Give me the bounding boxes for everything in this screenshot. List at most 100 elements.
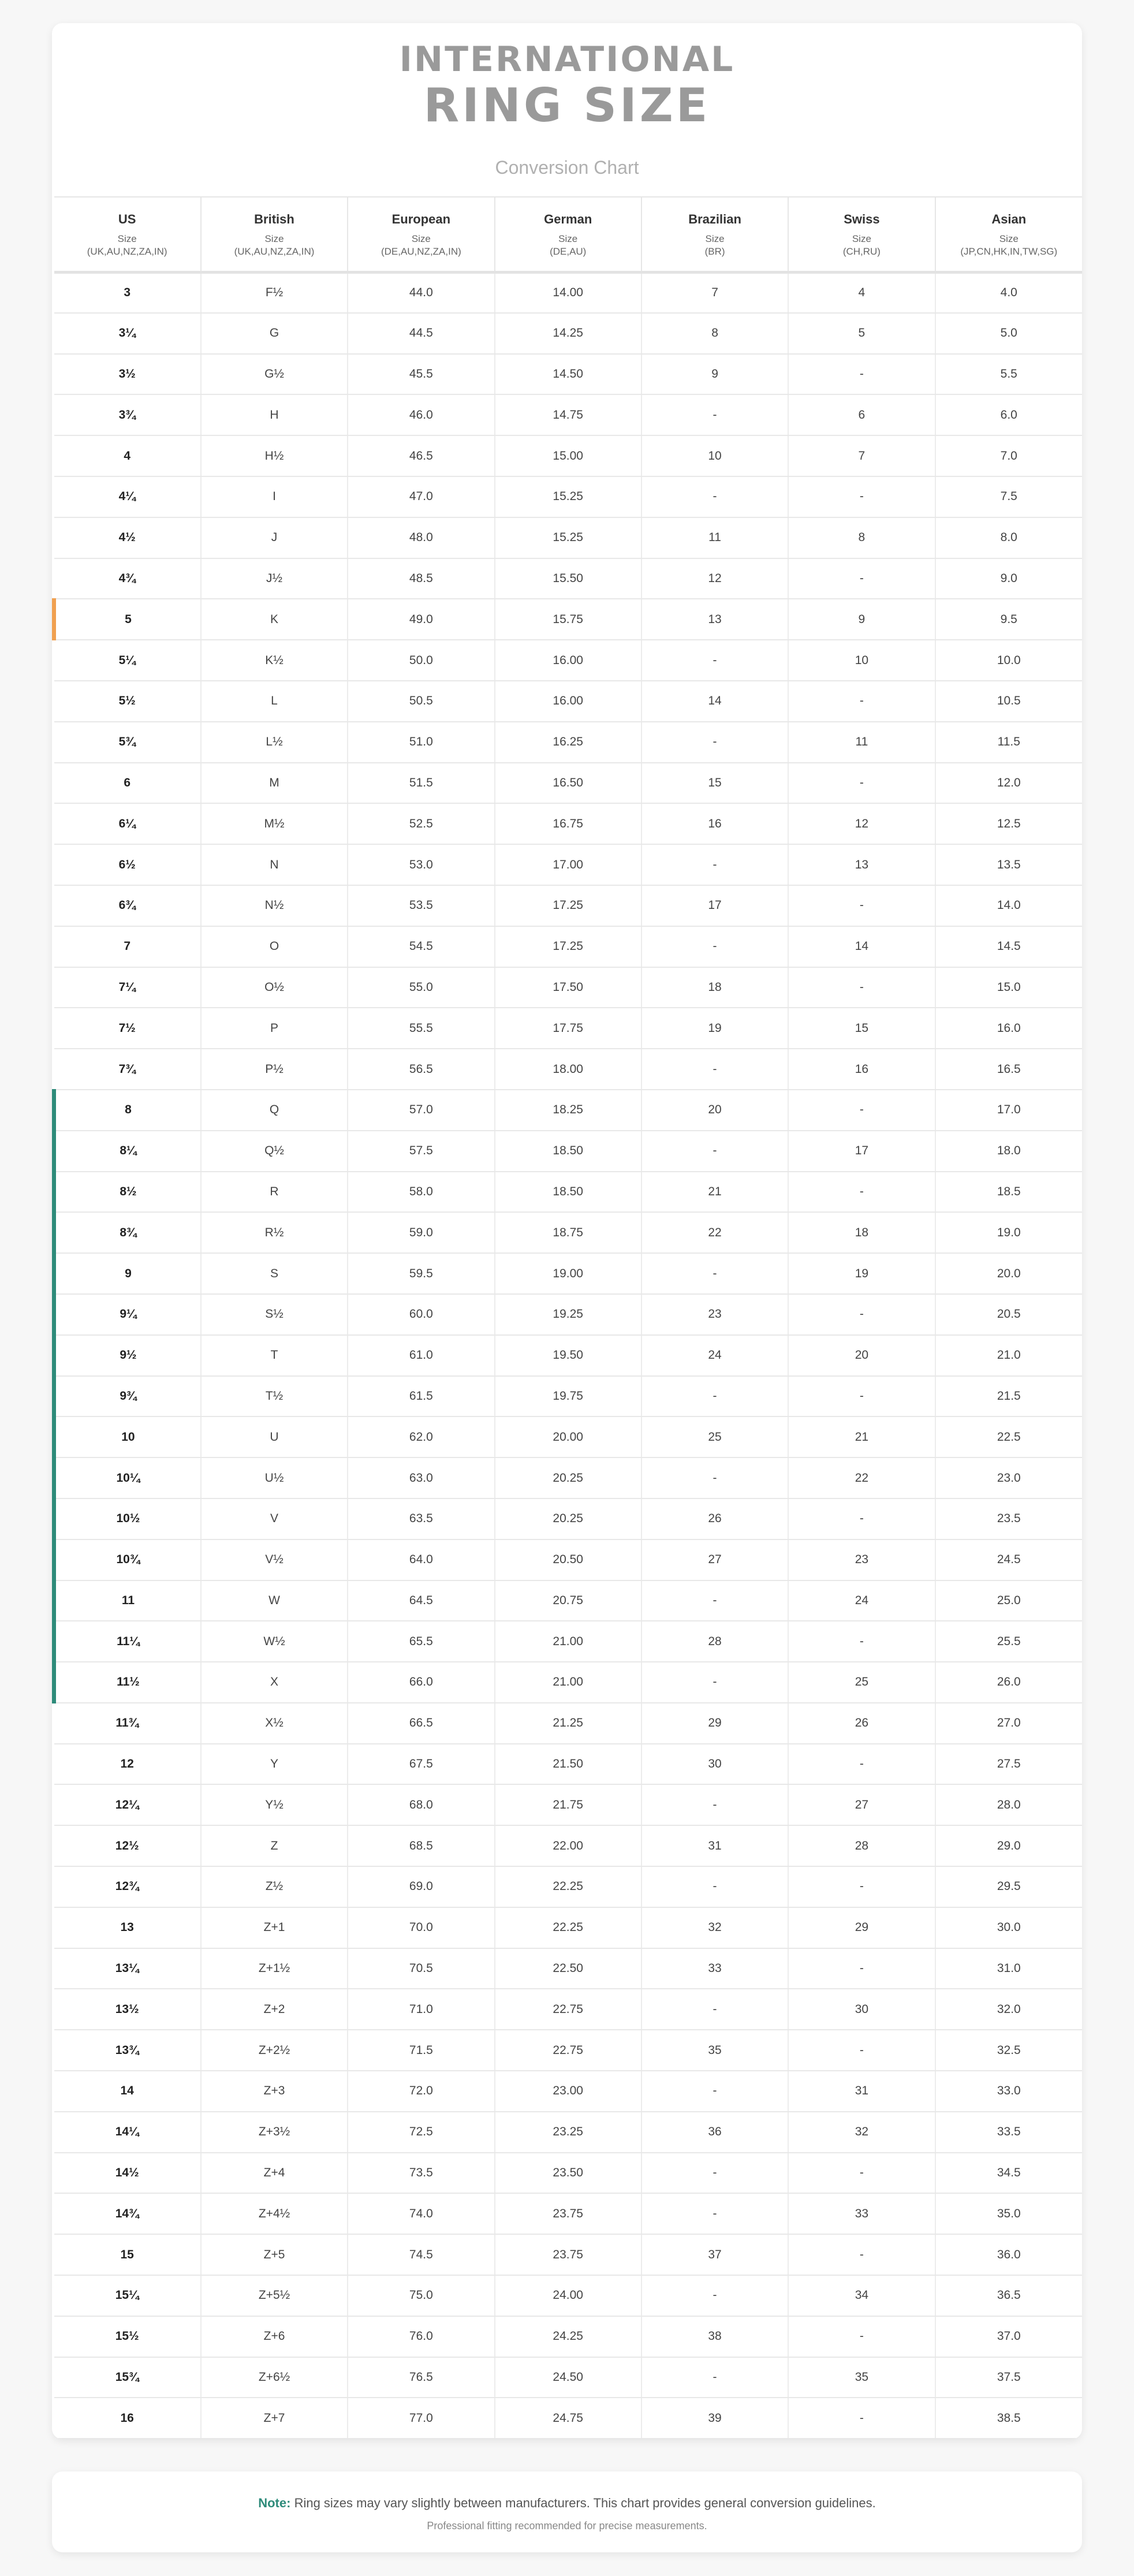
cell-brazilian: 31: [641, 1825, 789, 1867]
table-row: 11 W 64.5 20.75-24 25.0: [52, 1580, 1082, 1622]
cell-asian: 28.0: [935, 1784, 1082, 1826]
cell-british: G½: [200, 353, 349, 396]
cell-german: 16.00: [494, 640, 642, 681]
cell-us: 13½: [54, 1989, 202, 2031]
cell-british: J: [200, 517, 349, 559]
cell-brazilian: 35: [641, 2030, 789, 2072]
cell-german: 15.75: [494, 599, 642, 641]
cell-swiss: -: [788, 1948, 936, 1990]
cell-us: 12: [54, 1743, 202, 1785]
cell-brazilian: 14: [641, 680, 789, 722]
cell-european: 67.5: [348, 1743, 495, 1785]
table-row: 11¾ X½ 66.5 21.25 29 26 27.0: [54, 1702, 1082, 1744]
note-body: Ring sizes may vary slightly between man…: [290, 2496, 876, 2510]
cell-german: 21.50: [494, 1743, 642, 1785]
conversion-chart-card: INTERNATIONAL RING SIZE Conversion Chart…: [52, 23, 1082, 2440]
cell-british: Y: [200, 1743, 349, 1785]
cell-swiss: 12: [788, 803, 936, 845]
cell-us: 15¾: [54, 2357, 202, 2399]
cell-swiss: -: [788, 1293, 936, 1336]
cell-brazilian: 21: [641, 1171, 789, 1213]
cell-asian: 5.0: [935, 312, 1082, 355]
cell-british: Z+2½: [200, 2030, 349, 2072]
cell-swiss: 25: [788, 1662, 936, 1703]
table-row: 3¼ G 44.5 14.25 8 5 5.0: [54, 312, 1082, 355]
cell-german: 20.25: [494, 1498, 642, 1540]
cell-british: L: [200, 680, 349, 722]
table-row: 9½ T 61.0 19.50 24 20 21.0: [52, 1334, 1082, 1377]
cell-us: 10: [52, 1416, 202, 1459]
cell-swiss: 9: [788, 599, 936, 641]
cell-european: 64.5: [348, 1580, 495, 1622]
cell-british: Z+2: [200, 1989, 349, 2031]
cell-british: Z: [200, 1825, 349, 1867]
column-name: Brazilian: [688, 212, 741, 227]
cell-british: X: [200, 1662, 349, 1703]
table-row: 10 U 62.0 20.00 25 21 22.5: [52, 1416, 1082, 1459]
cell-brazilian: -: [641, 1253, 789, 1295]
cell-european: 48.0: [348, 517, 495, 559]
cell-german: 22.50: [494, 1948, 642, 1990]
cell-british: M½: [200, 803, 349, 845]
cell-british: V½: [200, 1539, 349, 1581]
chart-header: INTERNATIONAL RING SIZE Conversion Chart: [52, 23, 1082, 196]
cell-european: 72.5: [348, 2111, 495, 2153]
table-row: 12 Y 67.5 21.50 30-27.5: [54, 1743, 1082, 1785]
cell-german: 16.00: [494, 680, 642, 722]
cell-british: J½: [200, 558, 349, 600]
cell-asian: 31.0: [935, 1948, 1082, 1990]
cell-european: 68.0: [348, 1784, 495, 1826]
cell-german: 18.75: [494, 1212, 642, 1254]
column-regions: (UK,AU,NZ,ZA,IN): [234, 246, 315, 258]
cell-european: 76.5: [348, 2357, 495, 2399]
cell-european: 71.0: [348, 1989, 495, 2031]
cell-british: Z+5½: [200, 2275, 349, 2317]
cell-european: 63.0: [348, 1457, 495, 1499]
cell-german: 23.00: [494, 2071, 642, 2112]
cell-asian: 12.0: [935, 762, 1082, 804]
cell-german: 23.25: [494, 2111, 642, 2153]
column-header-european: European Size (DE,AU,NZ,ZA,IN): [348, 196, 495, 274]
cell-british: O½: [200, 967, 349, 1009]
cell-us: 6½: [54, 844, 202, 886]
cell-brazilian: -: [641, 1580, 789, 1622]
cell-european: 58.0: [348, 1171, 495, 1213]
cell-brazilian: -: [641, 926, 789, 968]
cell-german: 17.00: [494, 844, 642, 886]
cell-european: 54.5: [348, 926, 495, 968]
cell-us: 10¾: [52, 1539, 202, 1581]
table-row: 8 Q 57.0 18.25 20-17.0: [52, 1089, 1082, 1131]
table-row: 10½ V 63.5 20.25 26-23.5: [52, 1498, 1082, 1540]
cell-us: 10½: [52, 1498, 202, 1540]
cell-swiss: 23: [788, 1539, 936, 1581]
cell-british: S: [200, 1253, 349, 1295]
table-row: 5¼ K½ 50.0 16.00-10 10.0: [54, 640, 1082, 681]
note-card: Note: Ring sizes may vary slightly betwe…: [52, 2471, 1082, 2552]
cell-british: U½: [200, 1457, 349, 1499]
cell-european: 63.5: [348, 1498, 495, 1540]
table-row: 14¼ Z+3½ 72.5 23.25 36 32 33.5: [54, 2111, 1082, 2153]
cell-german: 18.25: [494, 1089, 642, 1131]
cell-us: 13¾: [54, 2030, 202, 2072]
cell-german: 15.50: [494, 558, 642, 600]
table-row: 14 Z+3 72.0 23.00-31 33.0: [54, 2071, 1082, 2112]
cell-us: 14¾: [54, 2193, 202, 2235]
cell-swiss: -: [788, 476, 936, 518]
cell-european: 71.5: [348, 2030, 495, 2072]
cell-us: 7¼: [54, 967, 202, 1009]
cell-asian: 21.5: [935, 1375, 1082, 1418]
cell-european: 51.5: [348, 762, 495, 804]
cell-british: T½: [200, 1375, 349, 1418]
cell-german: 16.75: [494, 803, 642, 845]
cell-swiss: 24: [788, 1580, 936, 1622]
table-row: 11½ X 66.0 21.00-25 26.0: [52, 1662, 1082, 1703]
cell-german: 15.00: [494, 435, 642, 477]
cell-swiss: 10: [788, 640, 936, 681]
column-regions: (DE,AU,NZ,ZA,IN): [381, 246, 461, 258]
cell-swiss: 18: [788, 1212, 936, 1254]
cell-european: 49.0: [348, 599, 495, 641]
note-label: Note:: [258, 2496, 291, 2510]
cell-swiss: 32: [788, 2111, 936, 2153]
cell-swiss: 5: [788, 312, 936, 355]
table-row: 9¾ T½ 61.5 19.75- -21.5: [52, 1375, 1082, 1418]
